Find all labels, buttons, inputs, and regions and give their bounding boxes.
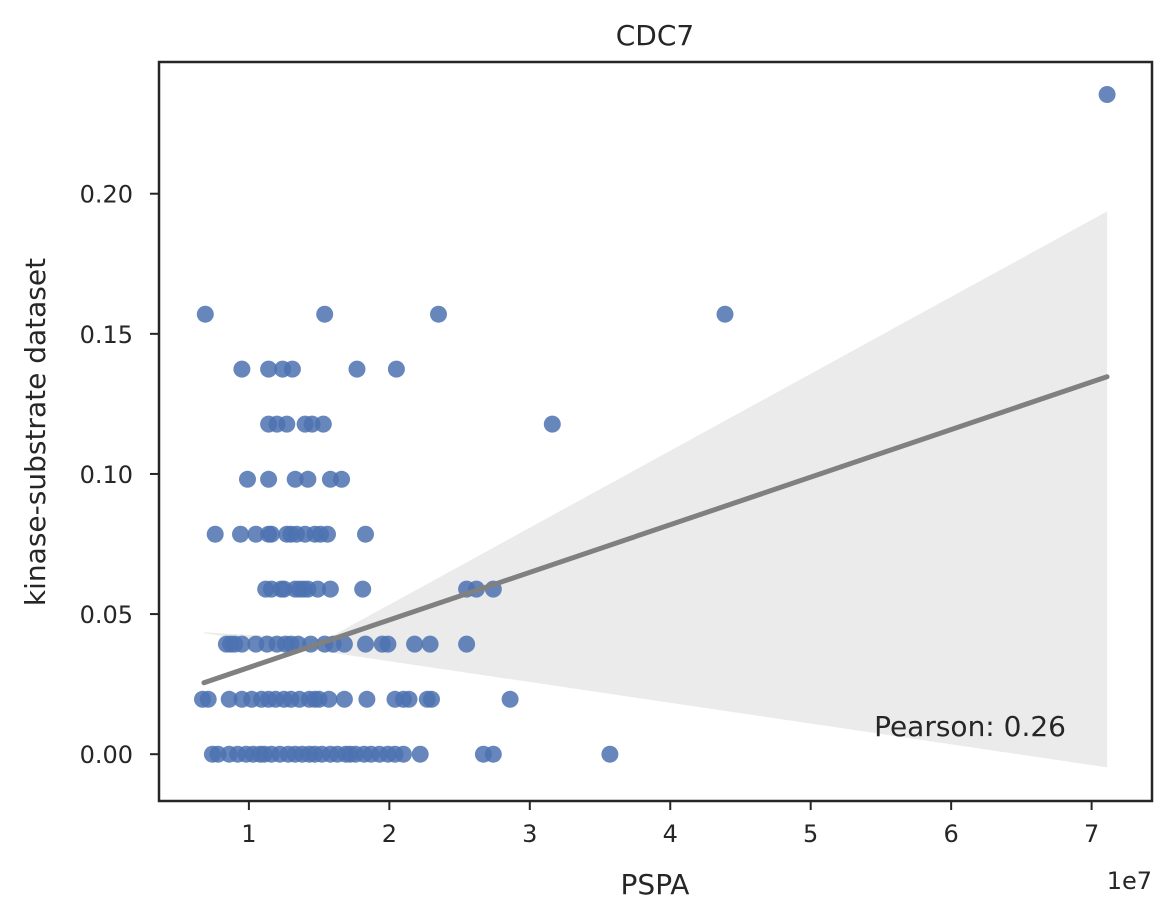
data-point: [333, 470, 351, 488]
data-point: [232, 525, 249, 543]
data-point: [233, 635, 251, 653]
data-point: [206, 525, 224, 543]
x-tick-label: 4: [663, 820, 678, 848]
data-point: [220, 690, 238, 708]
x-tick-label: 6: [944, 820, 959, 848]
data-point: [358, 690, 376, 708]
data-point: [335, 635, 353, 653]
x-axis: 1 2 3 4 5 6 7: [241, 801, 1099, 848]
y-tick-label: 0.15: [80, 321, 133, 349]
data-point: [501, 690, 519, 708]
data-point: [357, 525, 374, 543]
data-point: [278, 415, 296, 433]
data-point: [354, 580, 372, 598]
data-point: [299, 470, 317, 488]
y-tick-label: 0.20: [80, 181, 133, 209]
x-tick-label: 3: [522, 820, 537, 848]
data-point: [239, 470, 256, 488]
data-point: [357, 635, 374, 653]
data-point: [411, 745, 429, 763]
data-point: [196, 305, 214, 323]
data-point: [283, 360, 301, 378]
confidence-band: [203, 211, 1108, 768]
x-tick-label: 1: [241, 820, 256, 848]
x-axis-title: PSPA: [621, 868, 690, 901]
x-tick-label: 7: [1084, 820, 1099, 848]
y-tick-label: 0.00: [80, 741, 133, 769]
data-point: [406, 635, 424, 653]
x-tick-label: 5: [803, 820, 818, 848]
data-point: [319, 525, 336, 543]
data-point: [262, 525, 280, 543]
data-point: [458, 635, 476, 653]
data-point: [233, 360, 251, 378]
data-point: [430, 305, 447, 323]
data-point: [543, 415, 561, 433]
data-point: [314, 415, 332, 433]
plot-frame: [157, 60, 1154, 803]
y-axis: 0.00 0.05 0.10 0.15 0.20: [80, 181, 159, 769]
x-axis-offset-label: 1e7: [1107, 867, 1152, 895]
data-point: [348, 360, 366, 378]
y-tick-label: 0.05: [80, 601, 133, 629]
x-tick-label: 2: [382, 820, 397, 848]
data-point: [260, 470, 278, 488]
y-axis-title: kinase-substrate dataset: [19, 258, 52, 606]
data-point: [199, 690, 217, 708]
data-point: [1098, 86, 1116, 103]
data-point: [379, 635, 397, 653]
data-point: [309, 580, 327, 598]
chart-title: CDC7: [616, 19, 694, 52]
pearson-annotation: Pearson: 0.26: [874, 710, 1066, 743]
plot-area: [194, 86, 1116, 768]
y-tick-label: 0.10: [80, 461, 133, 489]
data-point: [387, 360, 405, 378]
data-point: [716, 305, 734, 323]
data-point: [321, 580, 339, 598]
data-point: [316, 305, 334, 323]
data-point: [421, 635, 439, 653]
data-point: [400, 690, 418, 708]
data-point: [601, 745, 619, 763]
data-point: [320, 690, 338, 708]
data-point: [484, 745, 502, 763]
data-point: [423, 690, 440, 708]
data-point: [286, 470, 304, 488]
regression-line: [201, 374, 1110, 686]
data-point: [247, 525, 265, 543]
data-point: [260, 360, 278, 378]
data-point: [335, 690, 353, 708]
data-point: [394, 745, 412, 763]
